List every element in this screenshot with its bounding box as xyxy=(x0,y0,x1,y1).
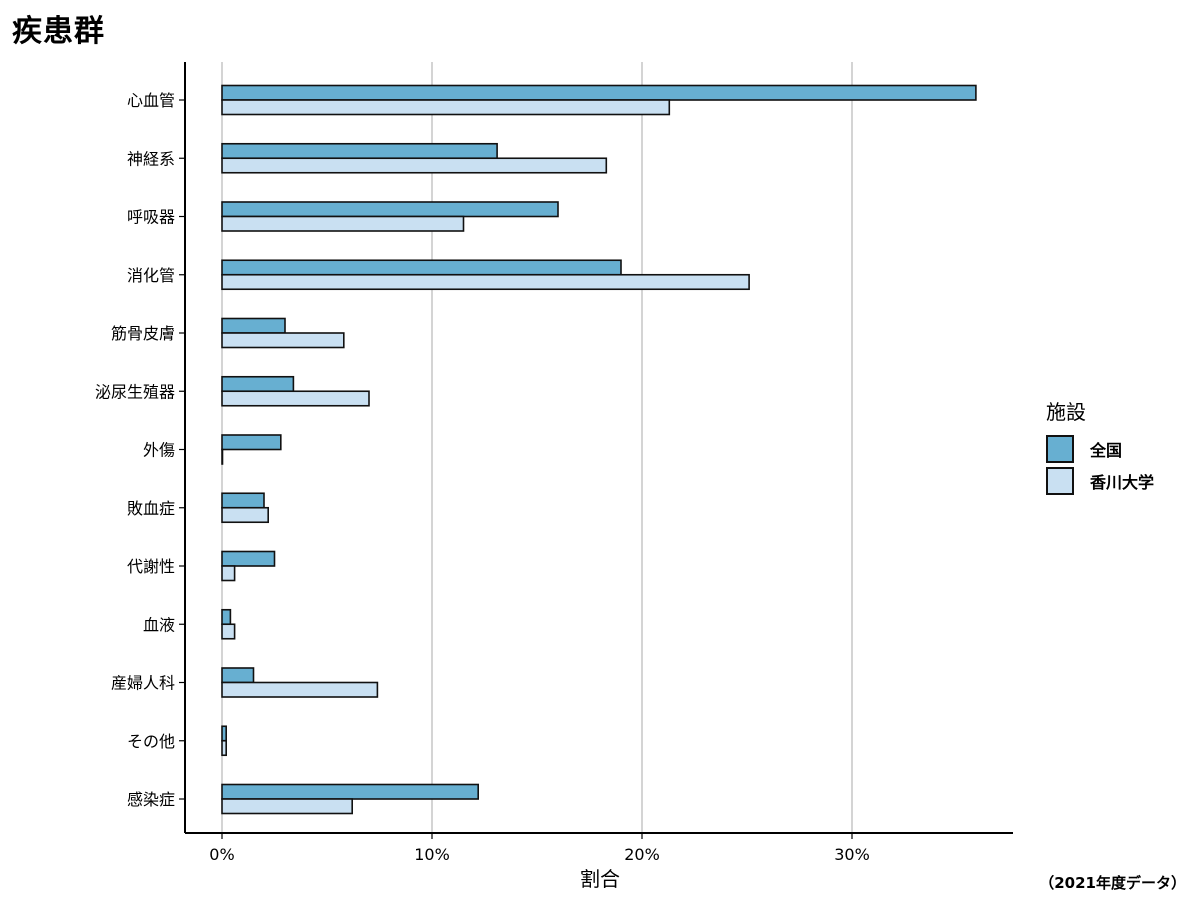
bar-national xyxy=(221,259,622,276)
page-title: 疾患群 xyxy=(12,14,105,49)
bar-kagawa xyxy=(221,157,608,174)
y-tick-label: 血液 xyxy=(143,615,175,634)
bar-kagawa xyxy=(221,215,465,232)
bar-kagawa xyxy=(221,623,236,640)
bars xyxy=(221,84,977,815)
y-tick-label: 敗血症 xyxy=(127,499,175,518)
y-tick-label: 消化管 xyxy=(127,266,175,285)
y-tick-label: 筋骨皮膚 xyxy=(111,324,175,343)
x-tick-label: 30% xyxy=(834,845,870,864)
bar-national xyxy=(221,317,286,334)
x-tick-label: 10% xyxy=(414,845,450,864)
y-tick-label: 泌尿生殖器 xyxy=(95,382,175,401)
legend-item-national: 全国 xyxy=(1046,433,1154,465)
bar-national xyxy=(221,142,498,160)
bar-kagawa xyxy=(221,332,345,349)
y-tick-label: 産婦人科 xyxy=(111,674,175,693)
x-tick-label: 0% xyxy=(209,845,234,864)
legend: 施設 全国 香川大学 xyxy=(1046,396,1154,497)
bar-national xyxy=(221,608,232,626)
y-tick-label: 外傷 xyxy=(143,441,175,460)
y-tick-label: 心血管 xyxy=(127,91,175,110)
bar-national xyxy=(221,667,255,684)
legend-item-kagawa: 香川大学 xyxy=(1046,465,1154,497)
bar-kagawa xyxy=(221,681,379,698)
footnote: （2021年度データ） xyxy=(1039,874,1186,892)
bar-kagawa xyxy=(221,273,750,291)
y-tick-label: 感染症 xyxy=(127,790,175,809)
axes: 0% 10% 20% 30% 心血管神経系呼吸器消化管筋骨皮膚泌尿生殖器外傷敗血症代謝性… xyxy=(95,62,1013,864)
legend-key-national xyxy=(1046,435,1074,463)
legend-title: 施設 xyxy=(1046,400,1086,424)
bar-kagawa xyxy=(221,798,353,815)
bar-national xyxy=(221,434,282,451)
bar-national xyxy=(221,201,559,218)
bar-national xyxy=(221,783,480,800)
bar-kagawa xyxy=(221,739,227,757)
gridlines xyxy=(221,62,853,833)
y-tick-label: 呼吸器 xyxy=(127,208,175,227)
bar-national xyxy=(221,84,977,101)
bar-kagawa xyxy=(221,565,236,582)
bar-kagawa xyxy=(221,448,224,465)
x-axis-title: 割合 xyxy=(580,867,620,891)
bar-national xyxy=(221,725,227,742)
legend-label-kagawa: 香川大学 xyxy=(1090,473,1155,492)
bar-national xyxy=(221,492,265,509)
bar-kagawa xyxy=(221,99,671,116)
bar-national xyxy=(221,375,295,393)
x-tick-label: 20% xyxy=(624,845,660,864)
y-tick-label: 神経系 xyxy=(127,149,175,168)
bar-kagawa xyxy=(221,390,370,407)
legend-key-kagawa xyxy=(1046,467,1074,495)
bar-kagawa xyxy=(221,506,270,524)
legend-label-national: 全国 xyxy=(1090,441,1123,460)
bar-national xyxy=(221,550,276,567)
y-tick-label: その他 xyxy=(127,732,175,751)
y-tick-label: 代謝性 xyxy=(127,557,175,576)
